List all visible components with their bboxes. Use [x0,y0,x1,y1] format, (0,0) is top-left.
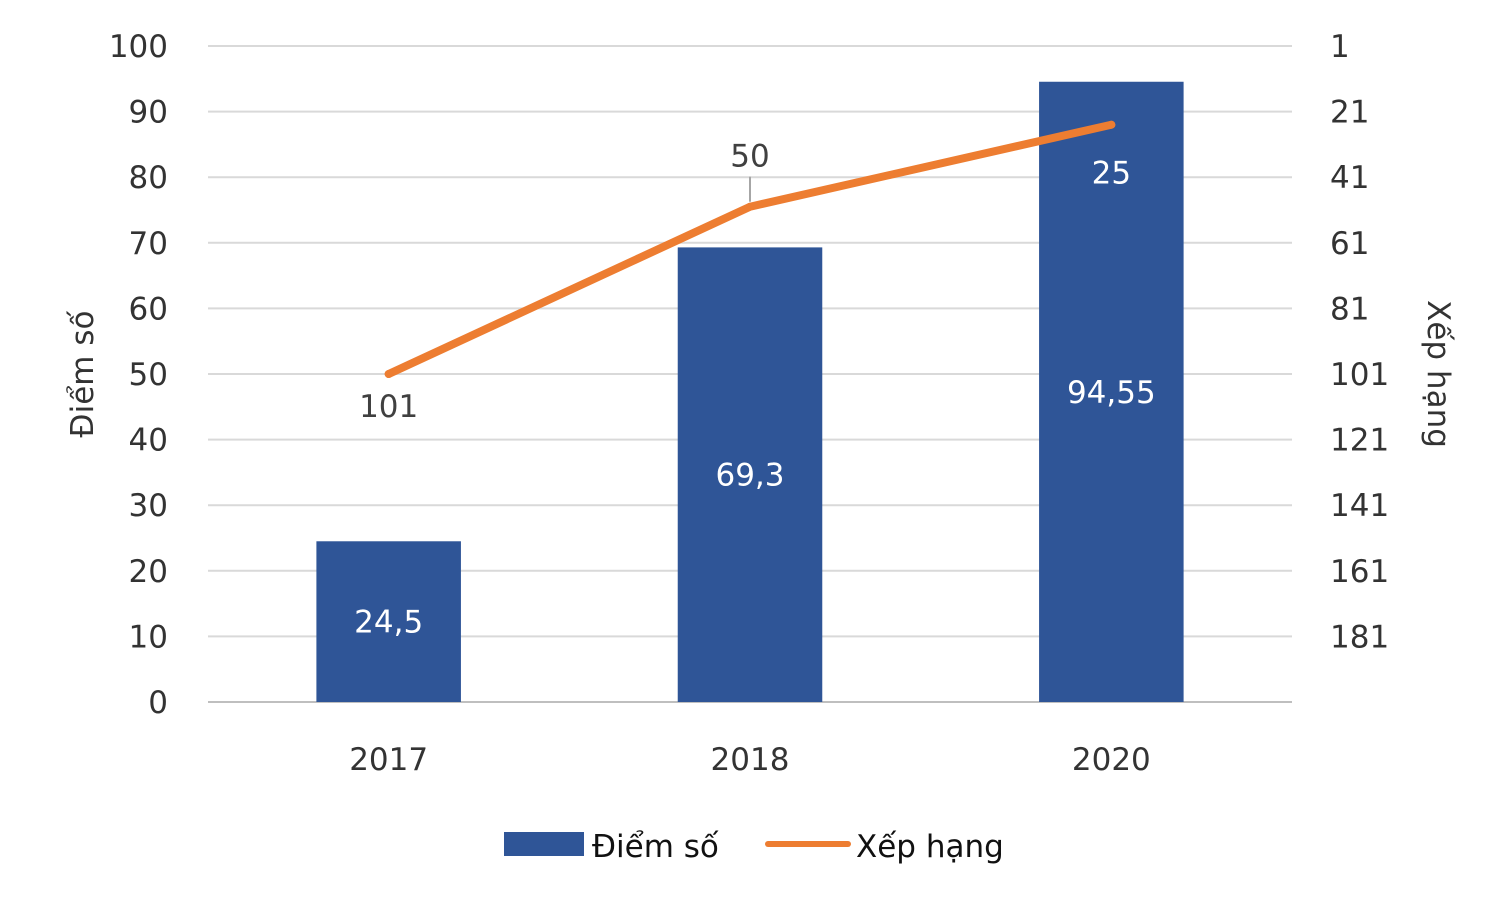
right-tick-label: 181 [1330,619,1389,655]
right-tick-label: 161 [1330,554,1389,590]
rank-point [384,370,393,378]
x-axis-ticks: 2017 2018 2020 [349,742,1151,778]
left-tick-label: 60 [129,291,168,327]
left-tick-label: 40 [129,423,168,459]
left-tick-label: 50 [129,357,168,393]
rank-value-label: 50 [730,139,769,175]
left-tick-label: 10 [129,619,168,655]
rank-value-label: 101 [359,389,418,425]
rank-point [746,202,754,211]
right-tick-label: 61 [1330,226,1369,262]
rank-point [1107,120,1116,129]
x-tick-label: 2017 [349,742,428,778]
bar [677,247,823,702]
bar-value-label: 24,5 [354,605,423,641]
right-tick-label: 41 [1330,160,1369,196]
bar [316,541,461,702]
right-tick-label: 121 [1330,423,1389,459]
right-tick-label: 1 [1330,29,1350,65]
left-axis-title: Điểm số [65,311,101,438]
rank-value-label: 25 [1092,156,1131,192]
bar-value-label: 69,3 [715,458,784,494]
legend-label-line: Xếp hạng [856,829,1004,865]
left-axis-ticks: 0 10 20 30 40 50 60 70 80 90 100 [109,29,168,721]
legend-swatch-bar [504,832,584,856]
left-tick-label: 30 [129,488,168,524]
bars [316,81,1184,702]
x-tick-label: 2020 [1072,742,1151,778]
left-tick-label: 100 [109,29,168,65]
right-tick-label: 141 [1330,488,1389,524]
bar [1039,81,1184,702]
left-tick-label: 70 [129,226,168,262]
left-tick-label: 90 [129,95,168,131]
bar-value-label: 94,55 [1067,375,1156,411]
rank-line [384,120,1116,378]
x-tick-label: 2018 [711,742,790,778]
data-labels: 24,5 69,3 94,55 101 50 25 [354,139,1156,641]
left-tick-label: 20 [129,554,168,590]
right-axis-title: Xếp hạng [1420,300,1456,448]
right-tick-label: 21 [1330,95,1369,131]
left-tick-label: 0 [148,685,168,721]
legend-label-bar: Điểm số [592,829,719,865]
right-tick-label: 81 [1330,291,1369,327]
right-tick-label: 101 [1330,357,1389,393]
left-tick-label: 80 [129,160,168,196]
legend: Điểm số Xếp hạng [504,829,1004,865]
